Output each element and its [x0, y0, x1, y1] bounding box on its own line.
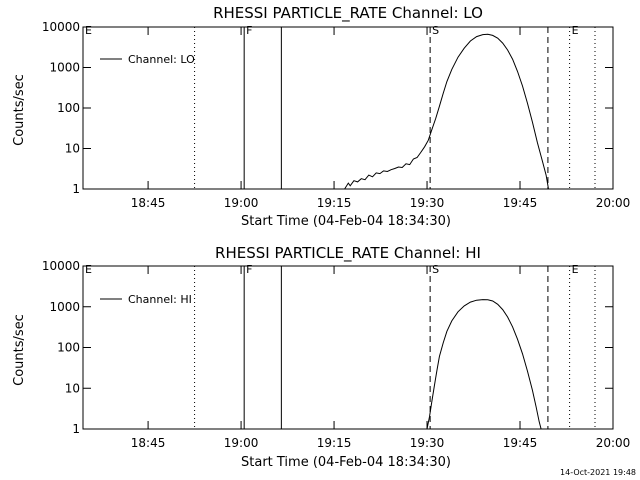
y-tick-label: 1000	[49, 300, 80, 314]
event-marker-label: E	[85, 24, 92, 37]
y-tick-label: 100	[57, 341, 80, 355]
x-tick-label: 19:00	[224, 196, 259, 210]
x-tick-label: 19:15	[317, 436, 352, 450]
event-marker-label: S	[432, 263, 439, 276]
legend: Channel: LO	[100, 53, 195, 66]
legend-label: Channel: HI	[128, 293, 192, 306]
x-tick-label: 19:45	[503, 436, 538, 450]
x-axis-ticks: 18:45 19:00 19:15 19:30 19:45 20:00	[131, 266, 631, 450]
event-marker-label: E	[572, 24, 579, 37]
x-tick-label: 19:15	[317, 196, 352, 210]
y-tick-label: 1	[72, 422, 80, 436]
y-tick-label: 1	[72, 182, 80, 196]
x-tick-label: 20:00	[596, 436, 631, 450]
series-group	[344, 33, 549, 190]
event-marker-label: E	[85, 263, 92, 276]
y-tick-label: 10000	[42, 259, 80, 273]
plot-frame	[82, 26, 614, 190]
y-axis-label: Counts/sec	[12, 74, 27, 146]
x-tick-label: 18:45	[131, 196, 166, 210]
event-marker-label: F	[246, 263, 252, 276]
x-tick-label: 20:00	[596, 196, 631, 210]
x-tick-label: 19:00	[224, 436, 259, 450]
x-axis-label: Start Time (04-Feb-04 18:34:30)	[241, 214, 451, 229]
x-tick-label: 18:45	[131, 436, 166, 450]
x-tick-label: 19:30	[410, 436, 445, 450]
y-tick-label: 100	[57, 101, 80, 115]
x-axis-ticks: 18:45 19:00 19:15 19:30 19:45 20:00	[131, 27, 631, 210]
y-tick-label: 10	[65, 381, 80, 395]
y-tick-label: 1000	[49, 61, 80, 75]
plot-frame	[82, 265, 614, 430]
y-axis-ticks: 1 10 100 1000 10000	[42, 259, 613, 436]
data-series-line	[344, 33, 549, 190]
footer-timestamp: 14-Oct-2021 19:48	[560, 468, 636, 477]
event-marker-label: F	[246, 24, 252, 37]
legend-label: Channel: LO	[128, 53, 195, 66]
event-marker-label: S	[432, 24, 439, 37]
event-marker-label: E	[572, 263, 579, 276]
x-tick-label: 19:30	[410, 196, 445, 210]
series-group	[426, 299, 542, 430]
chart-title: RHESSI PARTICLE_RATE Channel: HI	[215, 244, 481, 263]
legend: Channel: HI	[100, 293, 192, 306]
x-tick-label: 19:45	[503, 196, 538, 210]
chart-title: RHESSI PARTICLE_RATE Channel: LO	[213, 4, 483, 23]
data-series-line	[426, 299, 542, 430]
x-axis-label: Start Time (04-Feb-04 18:34:30)	[241, 455, 451, 470]
y-tick-label: 10000	[42, 20, 80, 34]
y-axis-ticks: 1 10 100 1000 10000	[42, 20, 613, 196]
y-tick-label: 10	[65, 142, 80, 156]
y-axis-label: Counts/sec	[12, 314, 27, 386]
